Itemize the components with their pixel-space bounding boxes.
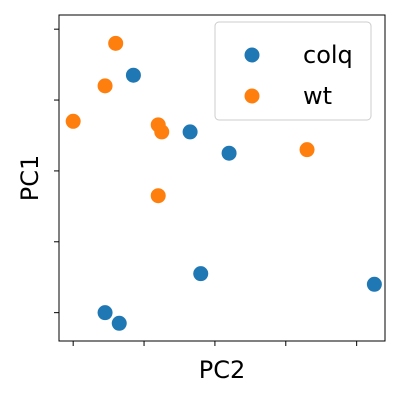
- point-wt-6: [150, 188, 166, 204]
- y-axis-ticks: [54, 28, 59, 314]
- y-axis-label: PC1: [16, 155, 44, 202]
- point-wt-5: [299, 142, 315, 158]
- point-wt-4: [154, 124, 170, 140]
- point-colq-1: [182, 124, 198, 140]
- point-wt-1: [97, 78, 113, 94]
- legend-label-colq: colq: [303, 41, 353, 69]
- point-colq-5: [97, 305, 113, 321]
- point-colq-2: [221, 145, 237, 161]
- point-colq-0: [125, 67, 141, 83]
- point-wt-0: [108, 35, 124, 51]
- legend: colq wt: [214, 21, 372, 121]
- x-axis-ticks: [72, 341, 358, 346]
- point-wt-2: [65, 113, 81, 129]
- legend-marker-colq: [244, 47, 260, 63]
- x-axis-label: PC2: [199, 356, 246, 384]
- point-colq-6: [111, 315, 127, 331]
- point-colq-3: [193, 266, 209, 282]
- legend-frame: [214, 21, 372, 121]
- legend-marker-wt: [244, 88, 260, 104]
- point-colq-4: [366, 276, 382, 292]
- data-points: [65, 35, 382, 331]
- legend-label-wt: wt: [303, 82, 332, 110]
